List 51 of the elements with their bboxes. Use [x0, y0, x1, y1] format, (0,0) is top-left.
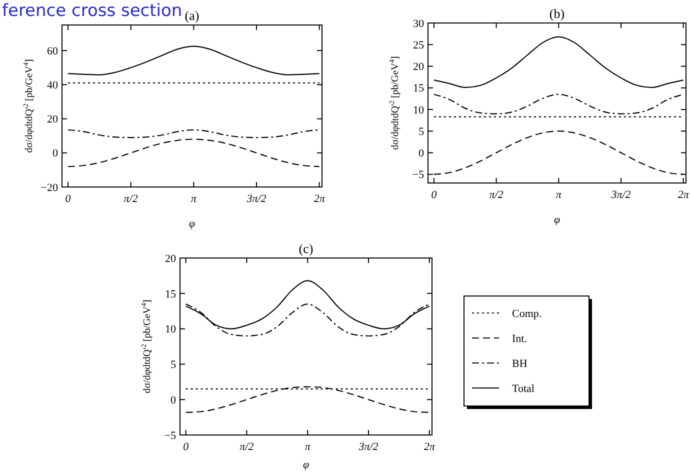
x-tick-label: 3π/2 [610, 189, 632, 201]
y-tick-label: 5 [418, 126, 424, 138]
legend-label: Total [512, 382, 534, 395]
y-tick-label: −5 [164, 430, 176, 442]
x-tick-label: 2π [424, 441, 436, 453]
y-tick-label: −20 [40, 182, 58, 194]
x-tick-label: π/2 [240, 441, 254, 453]
legend-label: Int. [512, 332, 528, 345]
x-tick-label: 0 [431, 189, 438, 201]
y-tick-label: 20 [413, 61, 424, 74]
x-tick-label: 0 [65, 193, 72, 205]
line-series [67, 129, 320, 138]
x-tick-label: 3π/2 [358, 441, 379, 453]
chart-title: (a) [184, 8, 200, 23]
y-tick-label: 25 [413, 39, 424, 52]
chart-title: (b) [549, 6, 565, 21]
text: ference cross section [2, 1, 182, 21]
y-tick-label: 0 [52, 148, 58, 160]
x-axis-title: φ [302, 459, 310, 471]
y-tick-label: 20 [165, 252, 176, 265]
x-tick-label: π [190, 193, 197, 205]
x-tick-label: π/2 [124, 193, 138, 205]
y-tick-label: −5 [412, 169, 424, 182]
line-series [67, 46, 320, 76]
line-series [433, 94, 684, 114]
legend-label: BH [512, 358, 528, 370]
x-tick-label: π [556, 189, 562, 201]
y-tick-label: 10 [165, 324, 176, 336]
legend-label: Comp. [512, 308, 542, 320]
x-tick-label: 2π [678, 189, 690, 201]
y-tick-label: 0 [170, 394, 176, 406]
line-series [67, 138, 320, 168]
y-tick-label: 30 [413, 18, 424, 30]
x-axis-title: φ [188, 218, 196, 230]
x-tick-label: π/2 [489, 189, 504, 201]
x-tick-label: 2π [314, 193, 326, 205]
x-tick-label: π [304, 441, 311, 453]
y-tick-label: 5 [170, 359, 176, 372]
chart-title: (c) [298, 241, 314, 256]
x-tick-label: 3π/2 [246, 193, 267, 205]
y-tick-label: 60 [47, 45, 58, 58]
y-tick-label: 20 [47, 114, 58, 126]
y-tick-label: 10 [413, 104, 424, 116]
x-axis-title: φ [554, 214, 560, 226]
y-tick-label: 0 [418, 148, 424, 160]
y-tick-label: 40 [47, 80, 58, 92]
y-tick-label: 15 [413, 82, 424, 95]
x-tick-label: 0 [183, 441, 190, 453]
line-series [185, 386, 430, 413]
line-series [433, 36, 684, 88]
y-tick-label: 15 [165, 288, 176, 300]
